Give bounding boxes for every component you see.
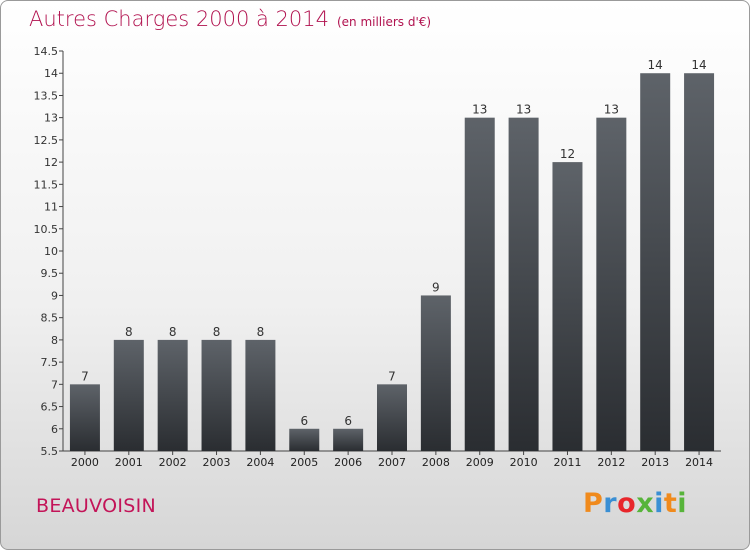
data-label: 8 [125, 325, 133, 339]
y-tick-label: 13 [44, 112, 58, 125]
logo-letter: x [636, 488, 655, 519]
bar [420, 295, 451, 451]
y-tick-label: 8 [51, 334, 58, 347]
x-tick-label: 2008 [422, 456, 450, 469]
data-label: 13 [516, 103, 531, 117]
data-label: 8 [169, 325, 177, 339]
data-label: 8 [213, 325, 221, 339]
bar [113, 339, 144, 451]
data-label: 8 [257, 325, 265, 339]
x-tick-label: 2005 [290, 456, 318, 469]
data-label: 14 [691, 58, 706, 72]
data-label: 12 [560, 147, 575, 161]
data-label: 7 [388, 369, 396, 383]
y-tick-label: 11.5 [34, 178, 59, 191]
bar [69, 384, 100, 451]
plot-area: 5.5 6 6.5 7 7.5 8 8.5 9 9.5 10 10.5 11 11.5 12 12.5 13 1… [34, 45, 721, 469]
y-tick-label: 13.5 [34, 89, 59, 102]
y-tick-label: 6 [51, 423, 58, 436]
data-label: 7 [81, 369, 89, 383]
y-tick-label: 5.5 [41, 445, 59, 458]
x-tick-label: 2004 [246, 456, 274, 469]
bar [333, 428, 364, 451]
bar [508, 117, 539, 452]
x-tick-label: 2000 [71, 456, 99, 469]
bar [684, 73, 715, 451]
chart-subtitle: (en milliers d'€) [336, 15, 432, 29]
y-tick-label: 12.5 [34, 134, 59, 147]
data-label: 13 [472, 103, 487, 117]
bar [596, 117, 627, 452]
x-tick-label: 2012 [597, 456, 625, 469]
logo-letter: P [583, 488, 604, 519]
logo-letter: o [617, 488, 637, 519]
x-tick-label: 2006 [334, 456, 362, 469]
bar [377, 384, 407, 451]
y-tick-label: 9 [51, 289, 58, 302]
data-label: 13 [604, 103, 619, 117]
y-tick-label: 12 [44, 156, 58, 169]
y-tick-label: 14.5 [34, 45, 59, 58]
data-label: 6 [344, 414, 352, 428]
x-tick-label: 2009 [466, 456, 494, 469]
y-tick-label: 11 [44, 201, 58, 214]
logo-letter: i [654, 488, 664, 519]
data-label: 9 [432, 280, 440, 294]
x-tick-label: 2003 [203, 456, 231, 469]
chart-title: Autres Charges 2000 à 2014 [29, 7, 329, 31]
x-tick-label: 2014 [685, 456, 713, 469]
bar [640, 73, 671, 451]
y-tick-label: 7.5 [41, 356, 59, 369]
y-tick-label: 14 [44, 67, 58, 80]
data-label: 6 [300, 414, 308, 428]
bar [157, 339, 188, 451]
x-tick-label: 2013 [641, 456, 669, 469]
x-tick-label: 2011 [553, 456, 581, 469]
logo-letter: r [603, 488, 618, 519]
x-tick-label: 2007 [378, 456, 406, 469]
data-label: 14 [648, 58, 663, 72]
proxiti-logo[interactable]: Proxiti [583, 488, 687, 519]
bar [552, 162, 583, 451]
title-row: Autres Charges 2000 à 2014 (en milliers d… [29, 7, 431, 31]
y-tick-label: 9.5 [41, 267, 59, 280]
logo-letter: i [677, 488, 688, 519]
y-tick-label: 6.5 [41, 401, 59, 414]
x-tick-label: 2010 [510, 456, 538, 469]
x-tick-label: 2002 [159, 456, 187, 469]
logo-letter: t [663, 488, 678, 519]
y-tick-label: 10.5 [34, 223, 59, 236]
bar [464, 117, 495, 452]
y-tick-label: 7 [51, 378, 58, 391]
x-tick-label: 2001 [115, 456, 143, 469]
bar [245, 339, 276, 451]
commune-name: BEAUVOISIN [36, 495, 157, 517]
bar [201, 339, 232, 451]
y-tick-label: 8.5 [41, 312, 59, 325]
bar [289, 428, 320, 451]
y-tick-label: 10 [44, 245, 58, 258]
